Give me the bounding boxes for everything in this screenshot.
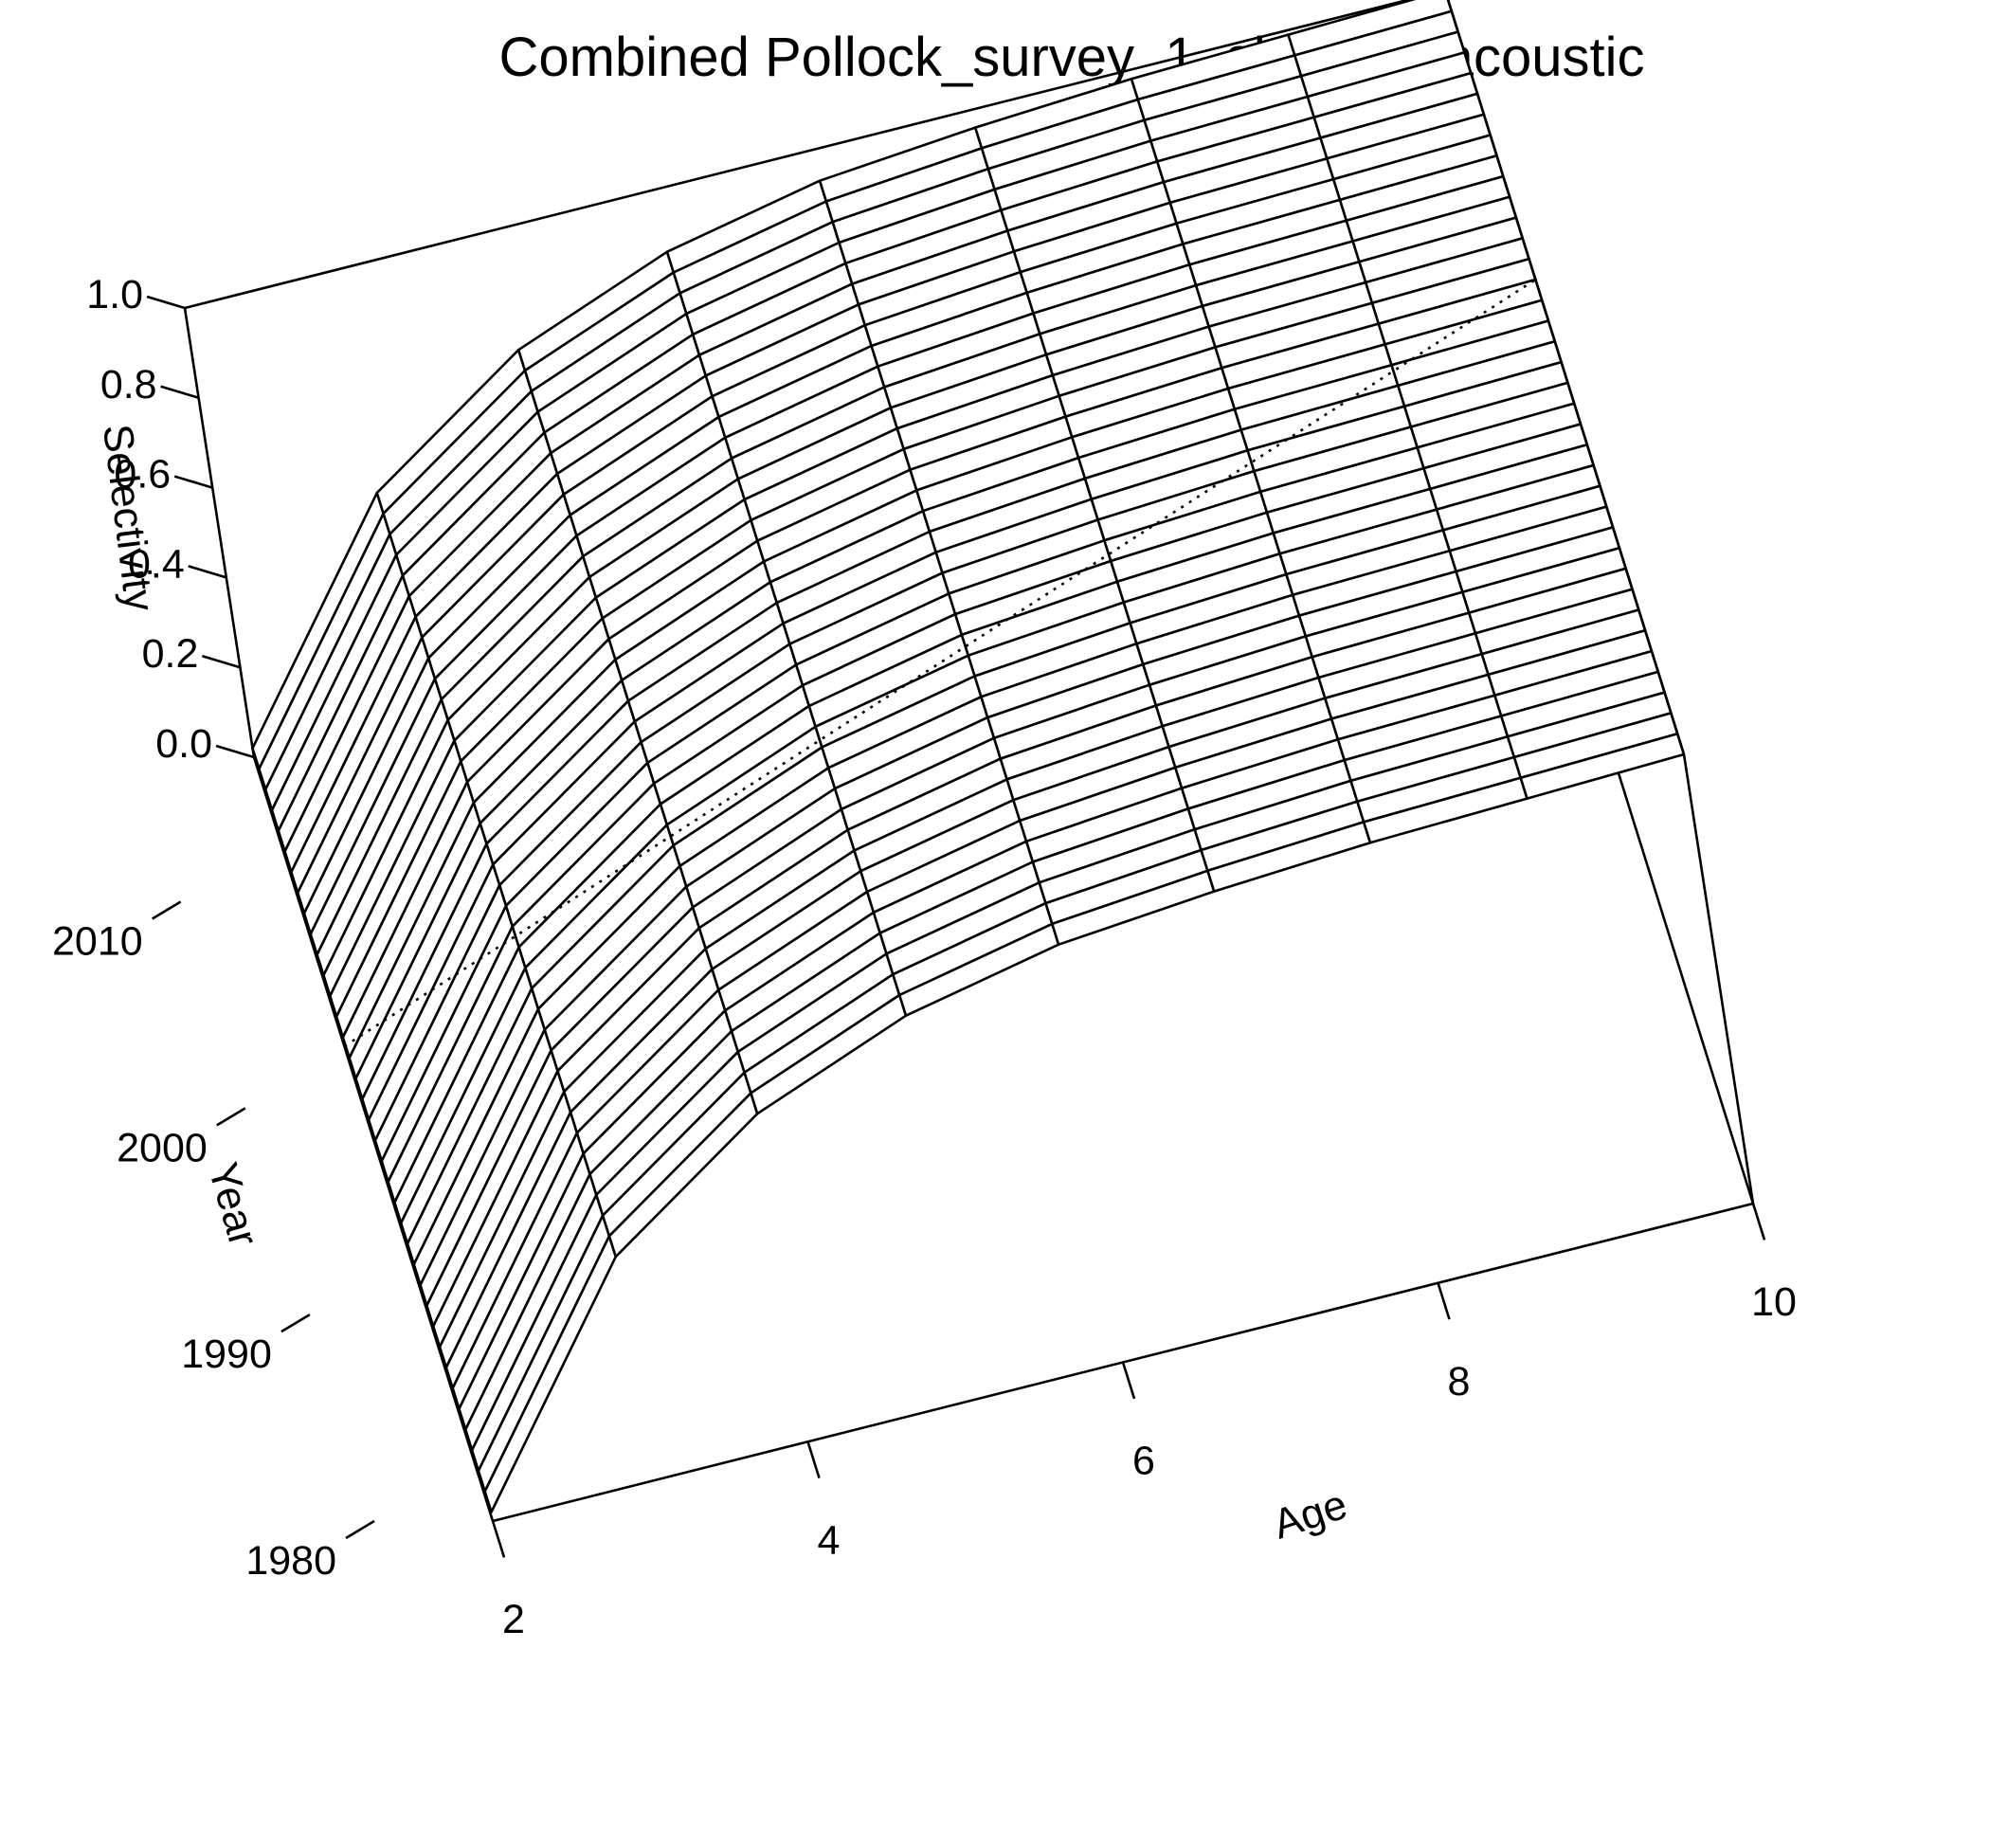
y-tick-label: 2000 xyxy=(117,1125,208,1170)
x-axis-label: Age xyxy=(1268,1481,1353,1549)
box-edge-front-top xyxy=(1446,0,1686,755)
z-tick-mark xyxy=(173,475,213,489)
y-tick-mark xyxy=(216,1107,246,1127)
axis-ticks: 2 4 6 8 10 1980 1990 2000 2010 0.0 0.2 0.4 0.6 0.8 1.0 xyxy=(52,272,1797,1642)
z-tick-mark xyxy=(215,744,255,759)
x-tick-label: 8 xyxy=(1448,1359,1471,1404)
x-tick-mark xyxy=(1121,1362,1136,1400)
x-tick-label: 10 xyxy=(1751,1279,1797,1325)
y-tick-label: 1980 xyxy=(245,1538,336,1584)
y-tick-label: 1990 xyxy=(181,1332,272,1377)
z-tick-mark xyxy=(188,565,227,579)
z-tick-mark xyxy=(160,385,199,400)
x-tick-label: 2 xyxy=(502,1597,525,1642)
selectivity-surface xyxy=(251,0,1686,1513)
y-axis-label: Year xyxy=(199,1158,267,1252)
box-edge-back-top xyxy=(184,0,1413,310)
x-tick-label: 4 xyxy=(818,1517,841,1563)
x-tick-mark xyxy=(806,1440,821,1479)
y-tick-mark xyxy=(280,1314,311,1333)
y-tick-mark xyxy=(152,900,182,920)
z-tick-label: 0.6 xyxy=(114,452,171,498)
z-axis-label: Selectivity xyxy=(94,422,163,614)
z-tick-label: 0.0 xyxy=(155,721,212,767)
z-tick-label: 1.0 xyxy=(86,272,143,317)
x-tick-label: 6 xyxy=(1132,1439,1155,1484)
box-edge-front-vertical xyxy=(1682,753,1755,1205)
box-edge-front-left xyxy=(252,756,495,1522)
z-tick-mark xyxy=(146,295,186,310)
z-tick-label: 0.4 xyxy=(128,541,185,587)
x-tick-mark xyxy=(1751,1203,1766,1241)
x-tick-mark xyxy=(491,1520,506,1558)
z-tick-mark xyxy=(202,654,241,669)
y-tick-mark xyxy=(345,1519,375,1540)
box-edge-back-vertical xyxy=(183,307,256,758)
x-tick-mark xyxy=(1437,1282,1451,1320)
z-tick-label: 0.2 xyxy=(142,631,199,677)
y-tick-label: 2010 xyxy=(52,918,143,964)
z-tick-label: 0.8 xyxy=(100,362,157,408)
